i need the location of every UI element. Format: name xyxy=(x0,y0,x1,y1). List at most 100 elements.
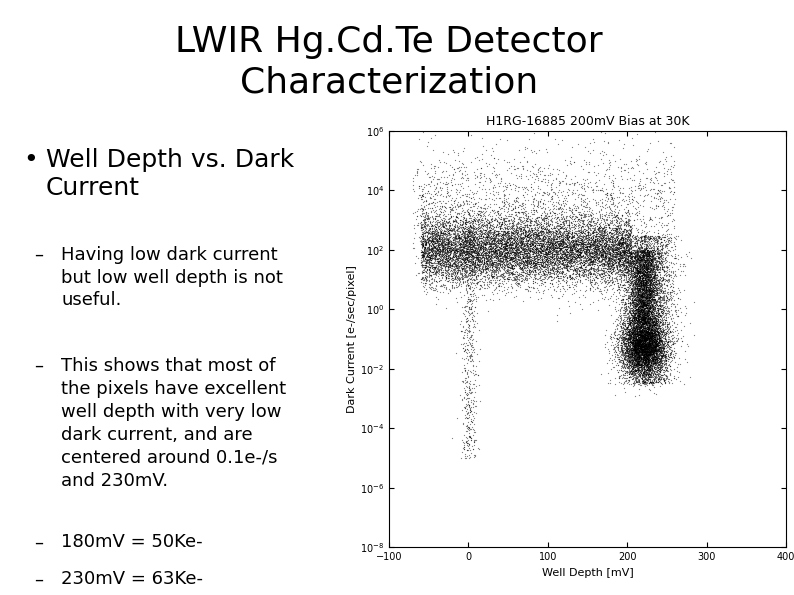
Point xyxy=(633,340,646,350)
Point xyxy=(447,264,460,273)
Point xyxy=(504,246,517,256)
Point xyxy=(642,356,654,365)
Point xyxy=(552,239,565,248)
Point xyxy=(636,356,649,366)
Point xyxy=(639,293,652,303)
Point xyxy=(642,257,654,267)
Point xyxy=(463,252,476,262)
Point xyxy=(531,257,544,267)
Point xyxy=(651,369,664,378)
Point xyxy=(544,242,557,251)
Point xyxy=(441,230,454,240)
Point xyxy=(647,259,660,268)
Point xyxy=(634,327,646,337)
Point xyxy=(631,262,644,271)
Point xyxy=(542,249,554,258)
Point xyxy=(430,205,442,215)
Point xyxy=(649,290,661,300)
Point xyxy=(518,241,530,250)
Point xyxy=(459,268,472,278)
Point xyxy=(634,327,646,336)
Point xyxy=(449,245,462,255)
Point xyxy=(653,278,666,288)
Point xyxy=(636,237,649,246)
Point xyxy=(461,275,473,284)
Point xyxy=(628,356,641,365)
Point xyxy=(620,278,633,287)
Point xyxy=(622,311,634,321)
Point xyxy=(641,368,653,377)
Point xyxy=(441,248,454,257)
Point xyxy=(463,303,476,312)
Point xyxy=(636,314,649,324)
Point xyxy=(618,361,630,371)
Point xyxy=(642,346,655,355)
Point xyxy=(650,265,663,275)
Point xyxy=(666,352,679,361)
Point xyxy=(534,228,547,238)
Point xyxy=(584,266,596,275)
Point xyxy=(634,252,646,262)
Point xyxy=(640,327,653,336)
Point xyxy=(634,336,646,345)
Point xyxy=(638,345,651,354)
Point xyxy=(458,263,471,273)
Point xyxy=(635,350,648,359)
Point xyxy=(443,202,456,212)
Point xyxy=(511,246,524,255)
Point xyxy=(451,236,464,246)
Point xyxy=(624,255,637,264)
Point xyxy=(627,341,640,350)
Point xyxy=(642,296,654,305)
Point xyxy=(416,227,429,236)
Point xyxy=(609,240,622,250)
Point xyxy=(494,260,507,270)
Point xyxy=(641,322,653,331)
Point xyxy=(626,328,639,337)
Point xyxy=(442,255,455,265)
Point xyxy=(635,271,648,280)
Point xyxy=(634,346,647,355)
Point xyxy=(610,224,622,234)
Point xyxy=(561,233,573,243)
Point xyxy=(418,245,430,254)
Point xyxy=(537,227,549,236)
Point xyxy=(647,361,660,370)
Point xyxy=(478,248,491,258)
Point xyxy=(607,266,620,275)
Point xyxy=(637,275,649,285)
Point xyxy=(431,248,444,257)
Point xyxy=(462,254,475,264)
Point xyxy=(418,166,431,176)
Point xyxy=(621,361,634,371)
Point xyxy=(623,273,636,282)
Point xyxy=(636,320,649,329)
Point xyxy=(611,223,624,233)
Point xyxy=(562,221,575,231)
Point xyxy=(430,235,443,245)
Point xyxy=(645,283,657,292)
Point xyxy=(487,242,499,252)
Point xyxy=(635,343,648,352)
Point xyxy=(633,243,646,252)
Point xyxy=(615,227,628,237)
Point xyxy=(610,211,622,221)
Point xyxy=(619,245,631,254)
Point xyxy=(641,360,653,369)
Point xyxy=(488,247,500,256)
Point xyxy=(643,318,656,327)
Point xyxy=(642,339,654,349)
Point xyxy=(634,273,647,282)
Point xyxy=(635,252,648,261)
Point xyxy=(524,239,537,248)
Point xyxy=(446,246,459,255)
Point xyxy=(552,253,565,263)
Point xyxy=(638,260,651,270)
Point xyxy=(657,359,670,369)
Point xyxy=(654,335,667,345)
Point xyxy=(530,258,542,268)
Point xyxy=(644,334,657,343)
Point xyxy=(553,178,565,188)
Point xyxy=(536,246,549,255)
Point xyxy=(632,321,645,331)
